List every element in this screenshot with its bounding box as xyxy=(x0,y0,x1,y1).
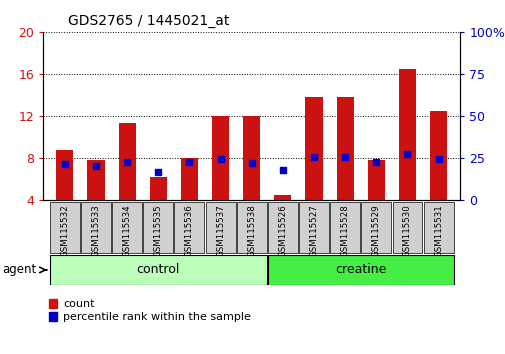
Text: GSM115530: GSM115530 xyxy=(402,204,411,257)
Point xyxy=(340,154,348,160)
FancyBboxPatch shape xyxy=(205,202,235,253)
FancyBboxPatch shape xyxy=(236,202,266,253)
Bar xyxy=(56,149,73,200)
FancyBboxPatch shape xyxy=(143,202,173,253)
Text: GSM115526: GSM115526 xyxy=(278,204,287,257)
Point xyxy=(216,156,224,162)
Text: GSM115527: GSM115527 xyxy=(309,204,318,257)
Bar xyxy=(180,158,197,200)
Bar xyxy=(149,177,167,200)
Text: GSM115538: GSM115538 xyxy=(247,204,256,257)
Text: GSM115536: GSM115536 xyxy=(184,204,193,257)
Bar xyxy=(118,123,135,200)
Bar xyxy=(336,97,353,200)
Point xyxy=(154,169,162,175)
FancyBboxPatch shape xyxy=(330,202,360,253)
Point xyxy=(92,164,100,169)
Bar xyxy=(398,69,415,200)
Bar xyxy=(87,160,105,200)
Point xyxy=(185,159,193,165)
Point xyxy=(372,159,380,165)
FancyBboxPatch shape xyxy=(81,202,111,253)
Point xyxy=(310,154,318,160)
Bar xyxy=(429,111,446,200)
Text: GSM115535: GSM115535 xyxy=(154,204,163,257)
Text: GSM115528: GSM115528 xyxy=(340,204,349,257)
Legend: count, percentile rank within the sample: count, percentile rank within the sample xyxy=(48,299,250,322)
Point xyxy=(61,161,69,167)
Bar xyxy=(212,116,229,200)
Text: GSM115534: GSM115534 xyxy=(122,204,131,257)
FancyBboxPatch shape xyxy=(50,255,266,285)
Text: control: control xyxy=(136,263,180,276)
FancyBboxPatch shape xyxy=(268,255,452,285)
Text: GSM115537: GSM115537 xyxy=(216,204,225,257)
FancyBboxPatch shape xyxy=(50,202,80,253)
FancyBboxPatch shape xyxy=(298,202,328,253)
FancyBboxPatch shape xyxy=(392,202,422,253)
Text: GSM115529: GSM115529 xyxy=(371,204,380,257)
Text: creatine: creatine xyxy=(334,263,386,276)
FancyBboxPatch shape xyxy=(174,202,204,253)
Bar xyxy=(367,160,384,200)
Text: GSM115531: GSM115531 xyxy=(433,204,442,257)
Bar xyxy=(243,116,260,200)
Text: GDS2765 / 1445021_at: GDS2765 / 1445021_at xyxy=(68,14,229,28)
Text: agent: agent xyxy=(3,263,37,276)
FancyBboxPatch shape xyxy=(112,202,142,253)
Point xyxy=(278,167,286,172)
Point xyxy=(123,159,131,165)
FancyBboxPatch shape xyxy=(268,202,297,253)
Point xyxy=(247,160,256,166)
Bar xyxy=(274,195,291,200)
FancyBboxPatch shape xyxy=(361,202,390,253)
FancyBboxPatch shape xyxy=(423,202,452,253)
Bar xyxy=(305,97,322,200)
Text: GSM115533: GSM115533 xyxy=(91,204,100,257)
Text: GSM115532: GSM115532 xyxy=(60,204,69,257)
Point xyxy=(402,151,411,156)
Point xyxy=(434,156,442,162)
